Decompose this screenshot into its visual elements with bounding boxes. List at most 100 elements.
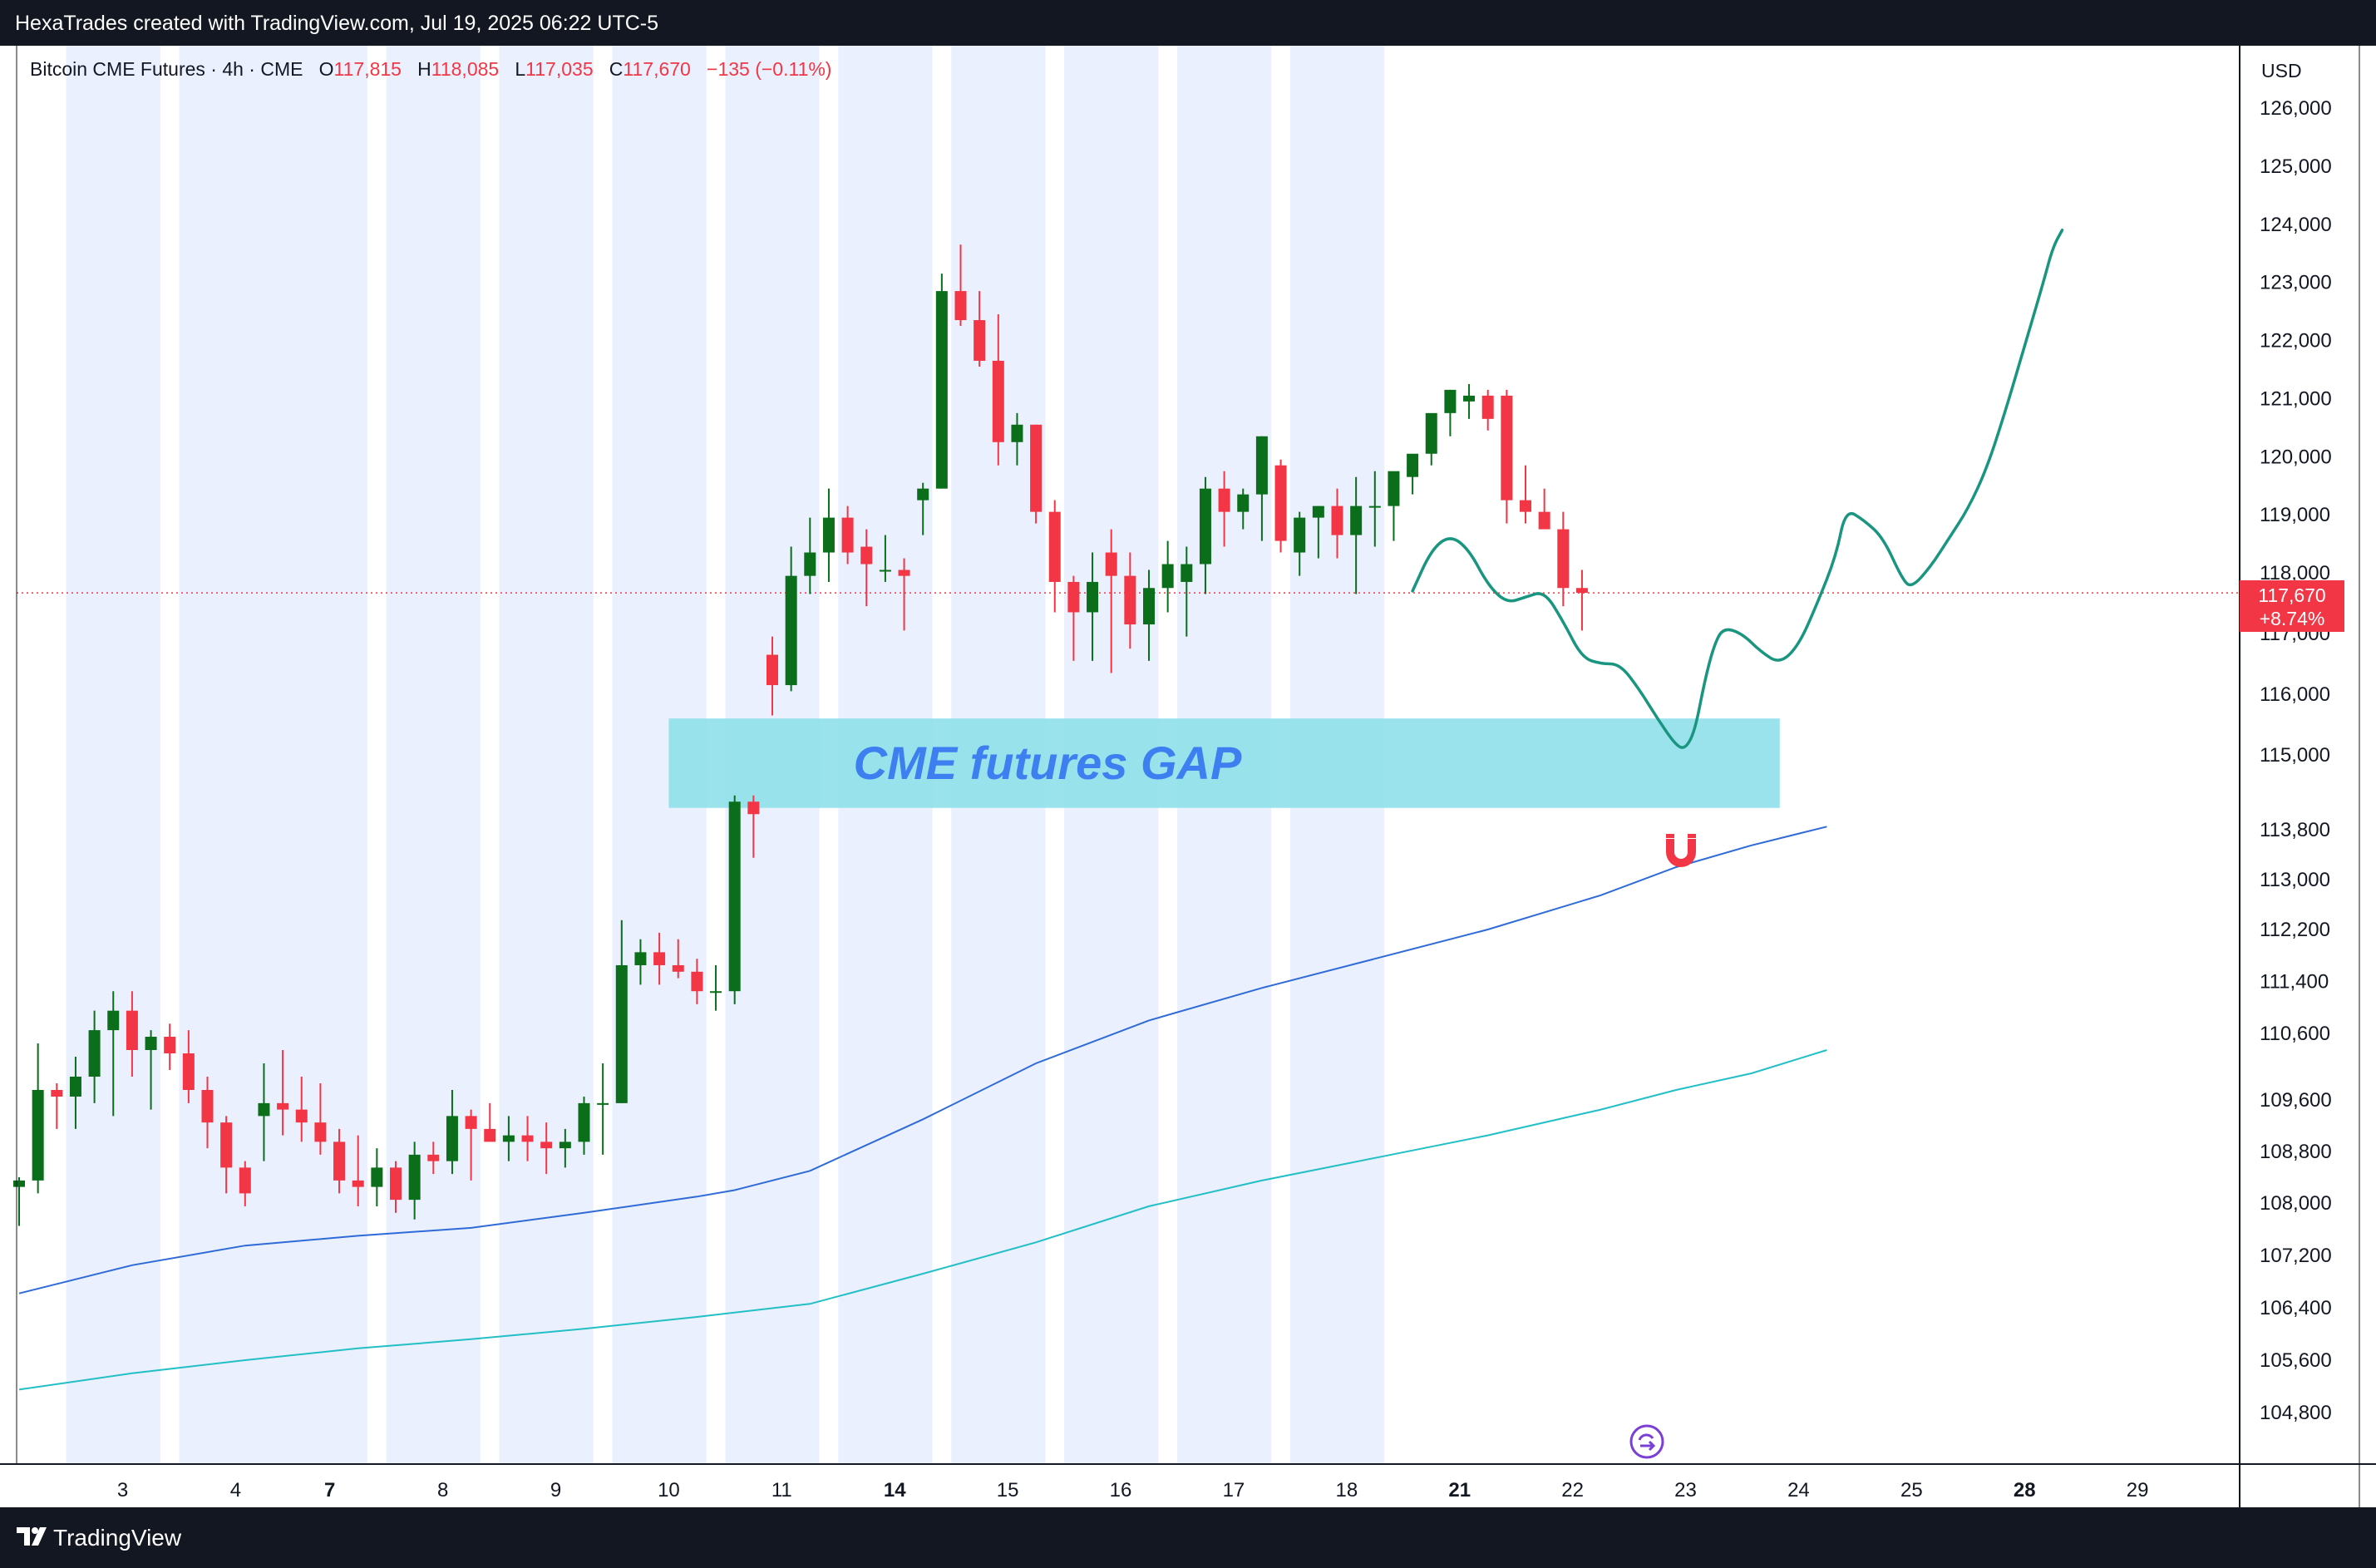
low-value: 117,035 xyxy=(525,58,594,80)
candle-body xyxy=(239,1167,251,1194)
candle-body xyxy=(1255,436,1268,495)
candle-body xyxy=(1067,581,1080,613)
price-tick-label: 113,800 xyxy=(2260,819,2330,841)
candle-body xyxy=(295,1109,308,1123)
candle-body xyxy=(1048,511,1061,582)
candle-body xyxy=(32,1090,44,1181)
last-price-tag: 117,670 +8.74% xyxy=(2240,580,2344,632)
footer-brand: TradingView xyxy=(53,1525,182,1551)
price-tick-label: 106,400 xyxy=(2260,1297,2332,1319)
price-tick-label: 125,000 xyxy=(2260,155,2332,178)
candle-body xyxy=(107,1010,120,1031)
candle-body xyxy=(974,320,986,361)
price-tick-label: 105,600 xyxy=(2260,1349,2332,1372)
candle-body xyxy=(13,1180,25,1187)
gap-zone-layer xyxy=(668,718,1780,808)
candle-body xyxy=(1331,505,1343,535)
candle-body xyxy=(1501,395,1513,500)
price-tick-label: 126,000 xyxy=(2260,97,2332,120)
candle-body xyxy=(935,291,948,489)
price-tick-label: 107,200 xyxy=(2260,1245,2332,1267)
candle-body xyxy=(1350,505,1363,535)
time-tick-label: 17 xyxy=(1223,1479,1245,1501)
candle-body xyxy=(1520,500,1531,512)
candle-body xyxy=(220,1122,233,1168)
magnet-icon xyxy=(1666,834,1696,867)
price-tick-label: 108,000 xyxy=(2260,1192,2332,1215)
time-tick-label: 3 xyxy=(117,1479,128,1501)
price-tick-label: 110,600 xyxy=(2260,1023,2330,1045)
candle-body xyxy=(804,552,816,576)
candle-body xyxy=(747,801,760,815)
ma-fast-line xyxy=(18,826,1827,1294)
time-tick-label: 29 xyxy=(2127,1479,2149,1501)
candle-body xyxy=(1407,453,1419,477)
time-tick-label: 16 xyxy=(1110,1479,1132,1501)
candle-body xyxy=(390,1167,402,1201)
candle-body xyxy=(1143,588,1155,625)
gap-annotation-text[interactable]: CME futures GAP xyxy=(853,737,1242,789)
symbol-name[interactable]: Bitcoin CME Futures · 4h · CME xyxy=(30,58,303,80)
price-tick-label: 109,600 xyxy=(2260,1089,2332,1112)
price-tick-label: 116,000 xyxy=(2260,683,2330,706)
last-price-change: +8.74% xyxy=(2259,608,2325,629)
ma-slow-line xyxy=(18,1049,1827,1391)
header-bar: HexaTrades created with TradingView.com,… xyxy=(0,0,2376,46)
time-tick-label: 18 xyxy=(1335,1479,1358,1501)
candle-body xyxy=(502,1135,515,1142)
candle-body xyxy=(1218,488,1230,512)
time-tick-label: 15 xyxy=(997,1479,1019,1501)
price-chart[interactable]: 126,000 125,000 124,000 123,000 122,000 121,0… xyxy=(0,46,2376,1507)
price-tick-label: 104,800 xyxy=(2260,1402,2332,1424)
time-tick-label: 4 xyxy=(230,1479,241,1501)
candle-body xyxy=(728,801,741,992)
candle-body xyxy=(1105,552,1117,576)
ohlc-legend: Bitcoin CME Futures · 4h · CME O117,815 … xyxy=(30,58,831,81)
time-tick-label: 24 xyxy=(1787,1479,1810,1501)
candle-body xyxy=(822,517,835,553)
candle-body xyxy=(860,546,873,565)
candle-body xyxy=(1481,395,1494,419)
time-tick-label: 9 xyxy=(550,1479,561,1501)
candle-body xyxy=(1237,494,1250,512)
candle-body xyxy=(1030,424,1043,512)
candle-body xyxy=(559,1141,571,1149)
time-tick-label: 21 xyxy=(1448,1479,1471,1501)
gap-zone xyxy=(668,718,1780,808)
candle-body xyxy=(371,1167,383,1187)
candle-body xyxy=(917,488,929,500)
time-tick-label: 22 xyxy=(1561,1479,1584,1501)
candle-body xyxy=(258,1102,270,1117)
candle-body xyxy=(484,1128,496,1142)
currency-label[interactable]: USD xyxy=(2261,60,2302,81)
candle-body xyxy=(1368,505,1381,508)
high-label: H xyxy=(417,58,431,80)
time-tick-label: 23 xyxy=(1674,1479,1697,1501)
price-tick-label: 112,200 xyxy=(2260,919,2330,941)
price-tick-label: 111,400 xyxy=(2260,971,2329,994)
candle-body xyxy=(1161,564,1174,589)
candle-body xyxy=(446,1116,458,1161)
candle-body xyxy=(672,964,684,972)
price-tick-label: 123,000 xyxy=(2260,272,2332,294)
candle-body xyxy=(1199,488,1211,565)
candle-body xyxy=(1463,395,1476,402)
candle-body xyxy=(521,1135,534,1142)
candle-body xyxy=(1011,424,1023,442)
candle-body xyxy=(1425,412,1437,454)
time-tick-label: 11 xyxy=(771,1479,792,1501)
candle-body xyxy=(1444,389,1457,413)
time-tick-label: 10 xyxy=(658,1479,680,1501)
price-tick-label: 119,000 xyxy=(2260,504,2330,526)
time-jump-icon[interactable] xyxy=(1629,1424,1664,1459)
candle-body xyxy=(1087,581,1099,613)
candle-body xyxy=(333,1141,346,1181)
candle-body xyxy=(1575,588,1588,594)
close-value: 117,670 xyxy=(623,58,691,80)
tradingview-logo-icon xyxy=(17,1527,47,1546)
moving-averages xyxy=(18,826,1827,1391)
price-tick-label: 115,000 xyxy=(2260,744,2330,767)
candle-body xyxy=(88,1030,101,1077)
low-label: L xyxy=(515,58,526,80)
axes-layer: 126,000 125,000 124,000 123,000 122,000 121,0… xyxy=(0,46,2376,1507)
